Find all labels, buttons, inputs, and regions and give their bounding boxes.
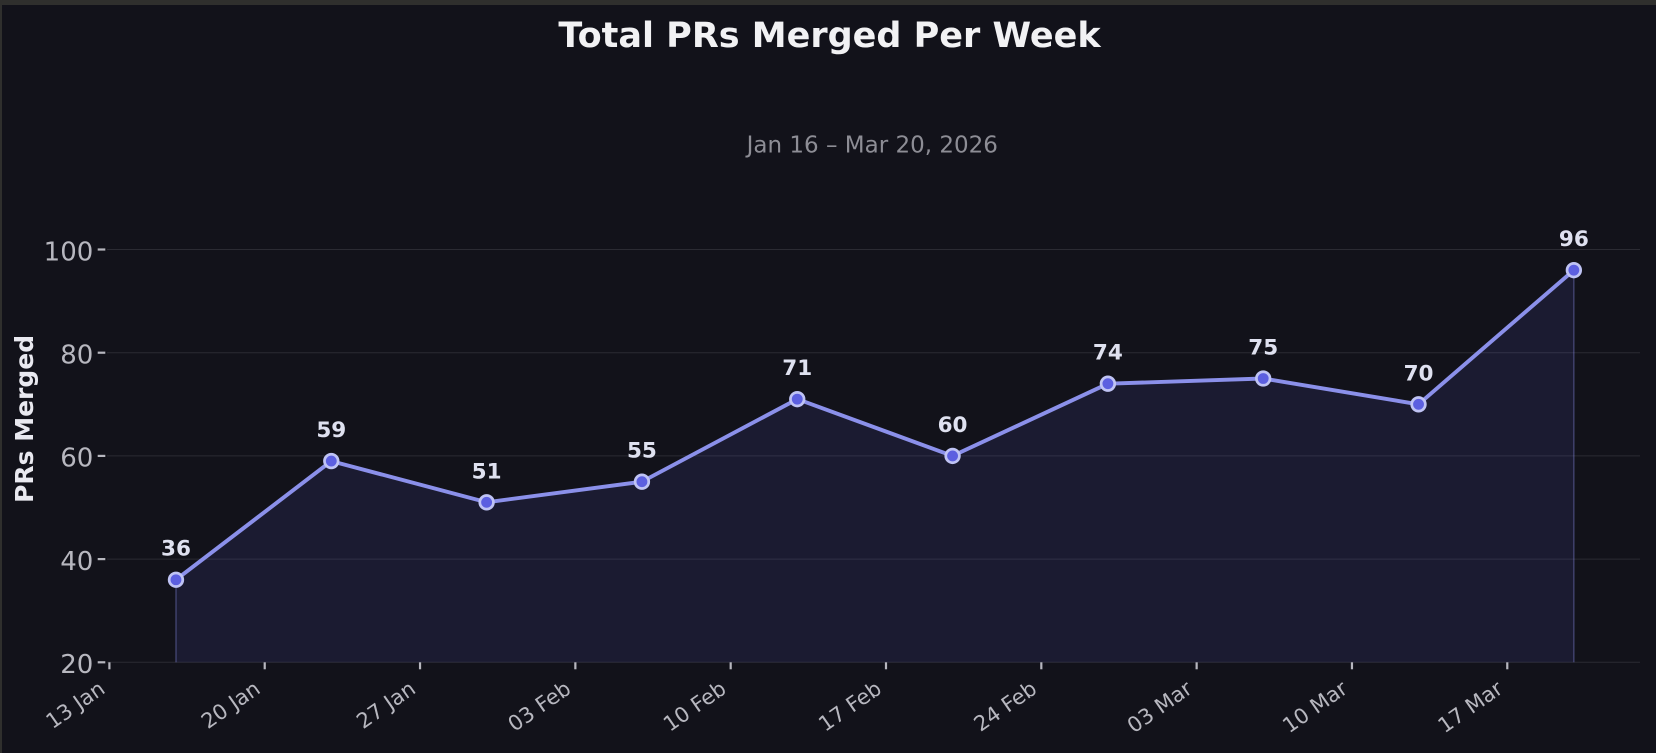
x-tick-label-0: 13 Jan: [42, 676, 110, 733]
gridlines: [107, 249, 1640, 663]
point-label-0: 36: [161, 537, 191, 562]
x-tick-label-6: 24 Feb: [970, 676, 1042, 736]
y-axis-label: PRs Merged: [10, 335, 39, 503]
x-tick-label-1: 20 Jan: [197, 676, 265, 733]
line-chart: 20 40 60 80 100 13 Jan 20 Jan 27 Jan 03 Feb 10 Fe…: [10, 16, 1640, 738]
x-tick-label-5: 17 Feb: [814, 676, 886, 736]
chart-subtitle: Jan 16 – Mar 20, 2026: [745, 133, 998, 159]
y-axis-ticks: 20 40 60 80 100: [44, 237, 106, 680]
data-point-8: [1410, 396, 1427, 413]
x-tick-label-2: 27 Jan: [352, 676, 420, 733]
data-point-2: [478, 494, 495, 511]
x-tick-label-9: 17 Mar: [1434, 676, 1508, 738]
point-label-3: 55: [627, 439, 657, 464]
data-point-3: [633, 473, 651, 490]
data-point-9: [1565, 261, 1583, 279]
x-tick-label-7: 03 Mar: [1123, 676, 1197, 738]
data-point-4: [789, 390, 806, 408]
x-tick-label-4: 10 Feb: [659, 676, 731, 736]
chart-title: Total PRs Merged Per Week: [558, 16, 1101, 56]
data-point-1: [323, 452, 340, 470]
point-label-4: 71: [782, 356, 812, 381]
point-label-1: 59: [316, 418, 346, 443]
x-tick-label-3: 03 Feb: [504, 676, 576, 736]
point-label-9: 96: [1559, 227, 1589, 252]
y-tick-label-40: 40: [60, 547, 93, 577]
data-point-6: [1099, 375, 1117, 392]
point-label-6: 74: [1093, 341, 1123, 366]
data-point-7: [1255, 370, 1272, 387]
data-points: [167, 261, 1583, 588]
y-tick-label-100: 100: [44, 237, 94, 267]
y-tick-label-60: 60: [60, 444, 93, 474]
point-label-8: 70: [1404, 361, 1434, 386]
point-labels: 36 59 51 55 71 60 74 75 70 96: [161, 227, 1589, 562]
y-tick-label-80: 80: [60, 341, 93, 371]
data-point-0: [167, 571, 185, 588]
x-axis-ticks: 13 Jan 20 Jan 27 Jan 03 Feb 10 Feb 17 Feb 24 F…: [42, 662, 1509, 738]
point-label-7: 75: [1248, 336, 1278, 361]
data-point-5: [944, 447, 961, 465]
y-tick-label-20: 20: [60, 650, 93, 680]
data-line: [174, 268, 1576, 582]
point-label-2: 51: [472, 459, 502, 484]
chart-canvas: 20 40 60 80 100 13 Jan 20 Jan 27 Jan 03 Feb 10 Fe…: [2, 5, 1656, 753]
area-fill: [176, 270, 1574, 663]
x-tick-label-8: 10 Mar: [1278, 676, 1352, 738]
point-label-5: 60: [938, 413, 968, 438]
